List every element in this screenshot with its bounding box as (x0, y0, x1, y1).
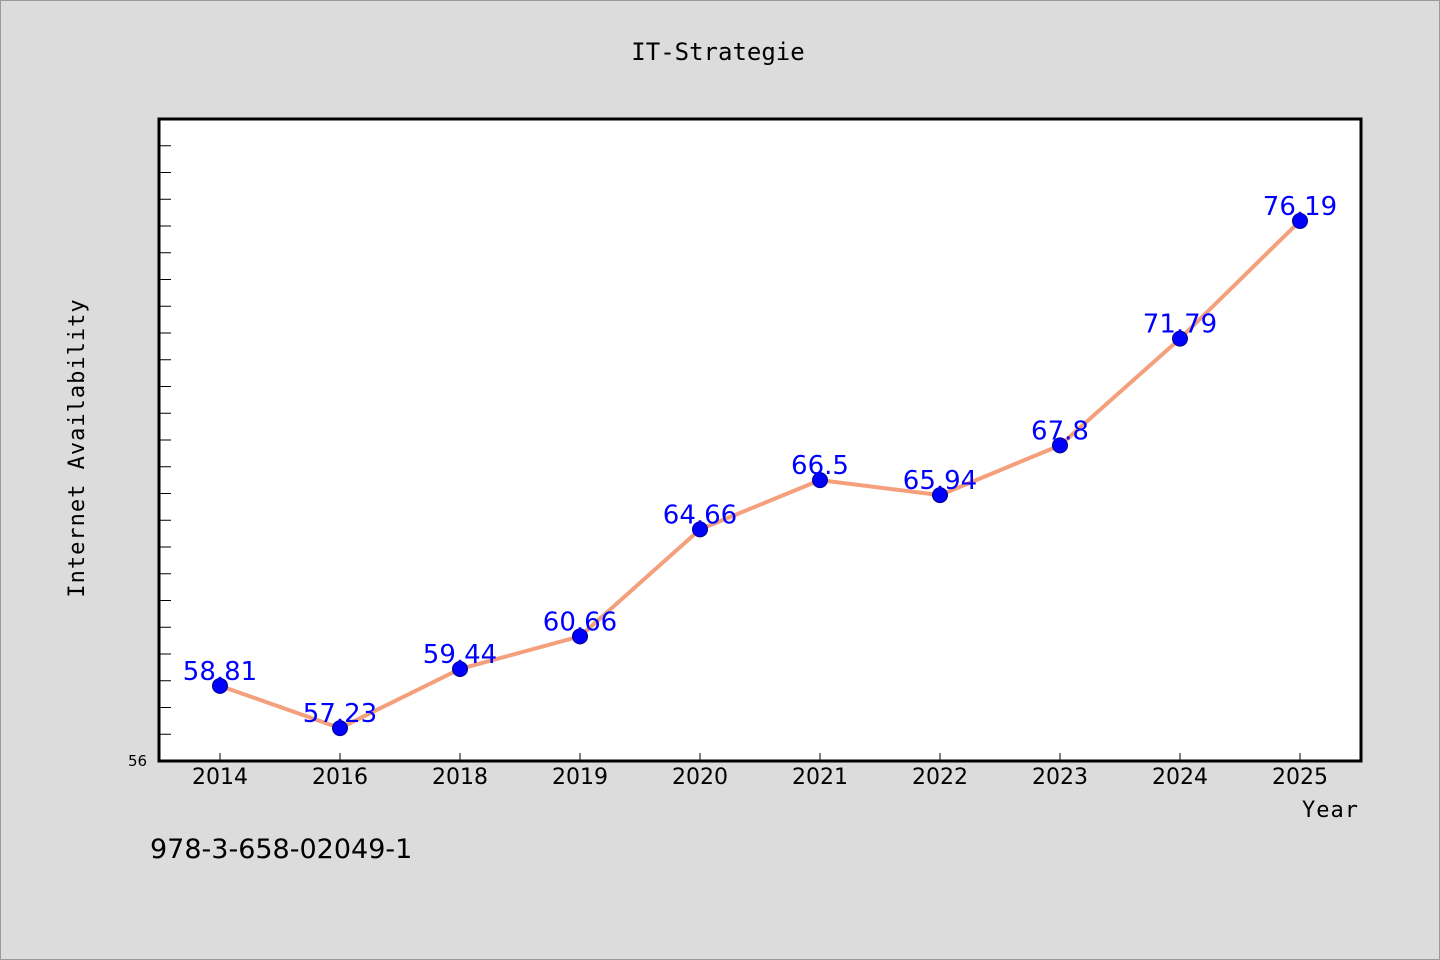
data-markers (212, 212, 1308, 737)
data-label: 65.94 (903, 466, 977, 496)
x-axis-label: Year (1302, 798, 1359, 823)
chart-title: IT-Strategie (631, 38, 804, 66)
data-point (932, 487, 948, 504)
data-label: 58.81 (183, 657, 257, 687)
data-label: 57.23 (303, 699, 377, 729)
data-label: 76.19 (1263, 192, 1337, 222)
x-tick-label: 2019 (552, 765, 608, 790)
series-line (219, 219, 1302, 731)
y-axis-ticks (159, 145, 171, 735)
x-tick-label: 2016 (312, 765, 368, 790)
data-point (812, 472, 828, 489)
x-tick-label: 2024 (1152, 765, 1208, 790)
footer-id-text: 978-3-658-02049-1 (150, 834, 413, 865)
data-label: 66.5 (791, 451, 849, 481)
data-point (1052, 437, 1068, 454)
x-tick-label: 2018 (432, 765, 488, 790)
data-point (212, 677, 228, 694)
data-point (572, 628, 588, 645)
x-axis-tick-labels: 2014 2016 2018 2019 2020 2021 2022 2023 2024 2025 (192, 765, 1328, 790)
data-label: 71.79 (1143, 310, 1217, 340)
data-point (452, 660, 468, 677)
x-tick-label: 2025 (1272, 765, 1328, 790)
data-point (1172, 330, 1188, 347)
data-label: 60.66 (543, 607, 617, 637)
x-tick-label: 2020 (672, 765, 728, 790)
y-axis-label: Internet Availability (65, 298, 90, 597)
x-tick-label: 2023 (1032, 765, 1088, 790)
data-point (332, 720, 348, 737)
plot-area (157, 117, 1363, 763)
data-label: 67.8 (1031, 416, 1089, 446)
data-labels: 58.81 57.23 59.44 60.66 64.66 66.5 65.94 67.8 71… (183, 192, 1337, 729)
data-point (692, 521, 708, 538)
x-tick-label: 2022 (912, 765, 968, 790)
data-point (1292, 212, 1308, 229)
x-axis-ticks (219, 753, 1301, 761)
data-label: 64.66 (663, 500, 737, 530)
y-axis-min-label: 56 (128, 752, 147, 770)
x-tick-label: 2021 (792, 765, 848, 790)
x-tick-label: 2014 (192, 765, 248, 790)
data-label: 59.44 (423, 640, 497, 670)
